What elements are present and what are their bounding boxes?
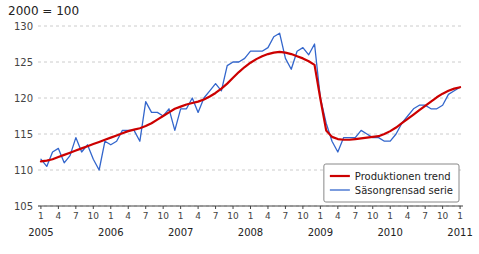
grid-line	[38, 134, 463, 135]
legend-box	[324, 164, 459, 202]
x-tick	[355, 206, 356, 209]
title: 2000 = 100	[8, 4, 79, 18]
x-tick-label: 7	[422, 211, 428, 221]
x-tick-label: 4	[335, 211, 341, 221]
x-tick	[337, 206, 338, 209]
x-tick	[128, 206, 129, 209]
x-tick	[163, 206, 164, 209]
x-tick	[372, 206, 373, 209]
x-tick-label: 1	[317, 211, 323, 221]
x-tick	[250, 206, 251, 209]
year-label: 2008	[238, 227, 263, 238]
y-tick-label: 110	[14, 165, 33, 176]
x-tick	[460, 206, 461, 209]
x-tick	[40, 206, 41, 209]
x-tick	[267, 206, 268, 209]
x-tick	[215, 206, 216, 209]
x-tick	[198, 206, 199, 209]
x-tick	[407, 206, 408, 209]
x-tick-label: 10	[437, 211, 449, 221]
x-tick-label: 1	[38, 211, 44, 221]
year-label: 2005	[28, 227, 53, 238]
chart: 2000 = 100105110115120125130147101471014…	[0, 0, 479, 254]
x-tick	[110, 206, 111, 209]
x-tick	[425, 206, 426, 209]
legend-label: Produktionen trend	[355, 171, 451, 182]
year-label: 2010	[377, 227, 402, 238]
legend-swatch	[330, 175, 350, 177]
series-line	[41, 52, 460, 161]
x-tick-label: 7	[213, 211, 219, 221]
grid-line	[38, 98, 463, 99]
x-tick-label: 4	[56, 211, 62, 221]
x-tick	[442, 206, 443, 209]
x-tick-label: 10	[367, 211, 379, 221]
x-tick	[180, 206, 181, 209]
y-tick-label: 105	[14, 201, 33, 212]
x-tick-label: 1	[457, 211, 463, 221]
x-tick	[233, 206, 234, 209]
x-tick	[93, 206, 94, 209]
legend-label: Säsongrensad serie	[355, 185, 453, 196]
x-tick-label: 4	[265, 211, 271, 221]
x-tick-label: 1	[178, 211, 184, 221]
plot-area	[41, 33, 460, 170]
y-tick-label: 125	[14, 57, 33, 68]
x-tick-label: 4	[405, 211, 411, 221]
x-tick-label: 10	[157, 211, 169, 221]
x-tick	[145, 206, 146, 209]
x-tick	[390, 206, 391, 209]
year-label: 2007	[168, 227, 193, 238]
x-tick	[320, 206, 321, 209]
x-tick	[75, 206, 76, 209]
x-tick-label: 7	[352, 211, 358, 221]
x-tick	[285, 206, 286, 209]
y-tick-label: 130	[14, 21, 33, 32]
x-tick-label: 4	[195, 211, 201, 221]
y-tick-label: 115	[14, 129, 33, 140]
year-label: 2011	[447, 227, 472, 238]
year-label: 2006	[98, 227, 123, 238]
legend-swatch	[330, 189, 350, 190]
x-tick	[302, 206, 303, 209]
x-tick-label: 7	[143, 211, 149, 221]
x-tick-label: 7	[73, 211, 79, 221]
x-tick	[58, 206, 59, 209]
x-tick-label: 10	[227, 211, 239, 221]
x-tick-label: 4	[125, 211, 131, 221]
x-tick-label: 1	[108, 211, 114, 221]
year-label: 2009	[308, 227, 333, 238]
series-line	[41, 33, 460, 170]
x-tick-label: 1	[248, 211, 254, 221]
axes: 1051101151201251301471014710147101471014…	[14, 21, 463, 222]
grid-line	[38, 26, 463, 27]
x-tick-label: 7	[283, 211, 289, 221]
x-tick-label: 10	[297, 211, 309, 221]
y-tick-label: 120	[14, 93, 33, 104]
legend: Produktionen trend Säsongrensad serie	[324, 164, 459, 202]
x-tick-label: 1	[387, 211, 393, 221]
x-tick-label: 10	[88, 211, 100, 221]
